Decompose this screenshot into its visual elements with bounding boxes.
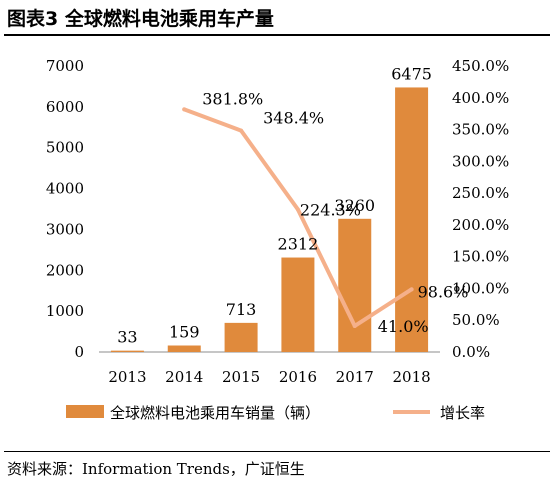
line-series [182,107,414,328]
bar-value-label: 713 [226,300,257,319]
x-tick-label: 2015 [222,368,260,386]
line-value-label: 41.0% [378,317,429,336]
bar [338,218,372,352]
y-left-tick-label: 4000 [46,180,84,198]
y-right-tick-label: 150.0% [452,248,509,266]
bar-series [110,87,429,352]
chart: 0 1000 2000 3000 4000 5000 6000 7000 0.0% 50.0% 10… [46,57,509,422]
chart-title: 图表3 全球燃料电池乘用车产量 [7,8,274,30]
source-note: 资料来源：Information Trends，广证恒生 [7,460,305,478]
legend: 全球燃料电池乘用车销量（辆） 增长率 [66,404,485,422]
bar-value-label: 3260 [334,196,375,215]
y-left-tick-label: 7000 [46,57,84,75]
x-tick-label: 2013 [108,368,146,386]
legend-bar-swatch [66,405,104,418]
line-value-label: 224.3% [300,200,361,219]
x-tick-label: 2018 [392,368,430,386]
y-left-tick-label: 5000 [46,139,84,157]
bar [395,87,429,352]
x-tick-label: 2016 [279,368,317,386]
bar-value-label: 159 [169,323,200,342]
y-right-tick-label: 200.0% [452,216,509,234]
data-labels: 33 159 713 2312 3260 6475 381.8%348.4% 224.3% 41… [117,64,468,346]
source-rule [4,451,550,452]
y-left-tick-label: 1000 [46,302,84,320]
y-right-tick-label: 300.0% [452,152,509,170]
axes: 0 1000 2000 3000 4000 5000 6000 7000 0.0% 50.0% 10… [46,57,509,386]
y-left-tick-label: 0 [74,343,84,361]
y-right-tick-label: 350.0% [452,121,509,139]
y-left-tick-label: 3000 [46,220,84,238]
y-right-tick-label: 250.0% [452,184,509,202]
x-tick-label: 2014 [165,368,203,386]
title-rule [4,34,550,36]
y-left-tick-label: 2000 [46,261,84,279]
line-point [239,128,244,133]
y-right-tick-label: 50.0% [452,311,500,329]
y-right-tick-label: 400.0% [452,89,509,107]
y-left-tick-label: 6000 [46,98,84,116]
bar-value-label: 33 [117,328,137,347]
bar-value-label: 6475 [391,64,432,83]
x-tick-label: 2017 [336,368,374,386]
bar [281,257,315,352]
y-right-tick-label: 0.0% [452,343,490,361]
line-point [409,287,414,292]
y-right-tick-label: 450.0% [452,57,509,75]
line-value-label: 381.8% [202,89,263,108]
bar [110,350,144,352]
bar-value-label: 2312 [278,235,319,254]
line-point [352,323,357,328]
y-right-tick-label: 100.0% [452,279,509,297]
legend-line-label: 增长率 [440,404,485,422]
legend-bar-label: 全球燃料电池乘用车销量（辆） [110,404,320,422]
line-value-label: 98.6% [418,282,469,301]
bar [224,322,258,352]
line-value-label: 348.4% [263,109,324,128]
line-point [295,207,300,212]
bar [167,345,201,352]
line-point [182,107,187,112]
